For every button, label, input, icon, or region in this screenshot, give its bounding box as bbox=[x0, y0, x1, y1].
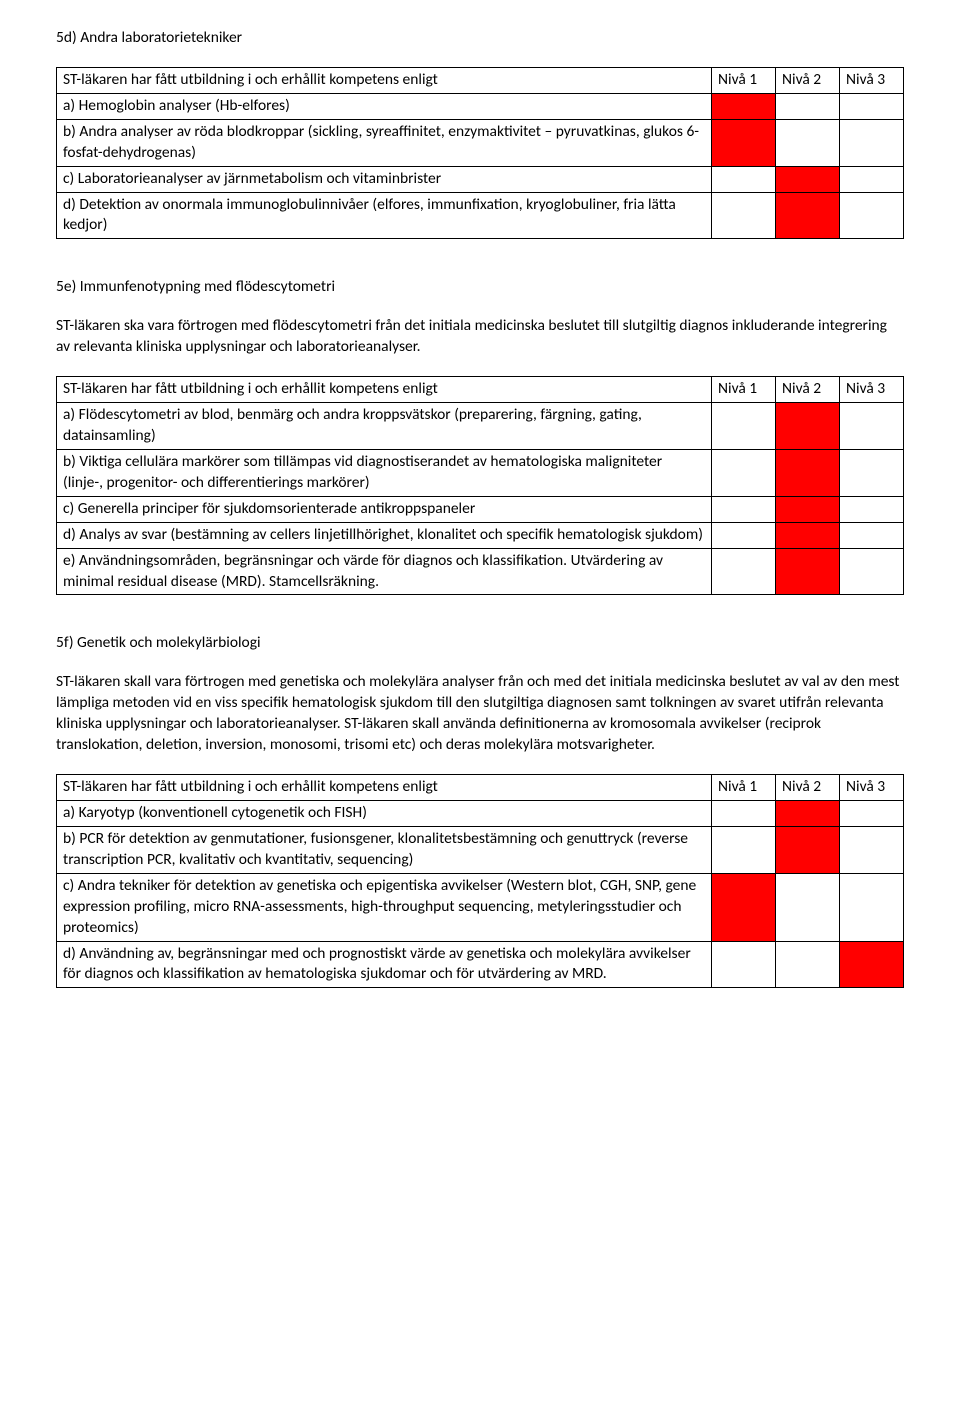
header-level-3: Nivå 3 bbox=[840, 377, 904, 403]
level-cell-1 bbox=[712, 800, 776, 826]
row-text: c) Laboratorieanalyser av järnmetabolism… bbox=[57, 166, 712, 192]
level-cell-3 bbox=[840, 496, 904, 522]
level-cell-2 bbox=[776, 496, 840, 522]
header-level-1: Nivå 1 bbox=[712, 67, 776, 93]
section-5e-title: 5e) Immunfenotypning med flödescytometri bbox=[56, 277, 904, 298]
row-text: a) Karyotyp (konventionell cytogenetik o… bbox=[57, 800, 712, 826]
table-row: c) Andra tekniker för detektion av genet… bbox=[57, 873, 904, 941]
header-label: ST-läkaren har fått utbildning i och erh… bbox=[57, 775, 712, 801]
table-row: c) Generella principer för sjukdomsorien… bbox=[57, 496, 904, 522]
level-cell-1 bbox=[712, 403, 776, 450]
table-header-row: ST-läkaren har fått utbildning i och erh… bbox=[57, 67, 904, 93]
level-cell-3 bbox=[840, 403, 904, 450]
table-row: b) Andra analyser av röda blodkroppar (s… bbox=[57, 119, 904, 166]
header-level-3: Nivå 3 bbox=[840, 775, 904, 801]
row-text: d) Användning av, begränsningar med och … bbox=[57, 941, 712, 988]
row-text: e) Användningsområden, begränsningar och… bbox=[57, 548, 712, 595]
level-cell-2 bbox=[776, 192, 840, 239]
table-row: b) Viktiga cellulära markörer som tilläm… bbox=[57, 449, 904, 496]
level-cell-1 bbox=[712, 941, 776, 988]
section-5d-title: 5d) Andra laboratorietekniker bbox=[56, 28, 904, 49]
level-cell-3 bbox=[840, 119, 904, 166]
level-cell-2 bbox=[776, 522, 840, 548]
table-header-row: ST-läkaren har fått utbildning i och erh… bbox=[57, 775, 904, 801]
table-row: b) PCR för detektion av genmutationer, f… bbox=[57, 826, 904, 873]
level-cell-2 bbox=[776, 166, 840, 192]
row-text: a) Hemoglobin analyser (Hb-elfores) bbox=[57, 93, 712, 119]
table-5d: ST-läkaren har fått utbildning i och erh… bbox=[56, 67, 904, 239]
header-level-1: Nivå 1 bbox=[712, 775, 776, 801]
level-cell-2 bbox=[776, 800, 840, 826]
table-row: d) Detektion av onormala immunoglobulinn… bbox=[57, 192, 904, 239]
page: 5d) Andra laboratorietekniker ST-läkaren… bbox=[0, 0, 960, 1056]
level-cell-3 bbox=[840, 93, 904, 119]
level-cell-1 bbox=[712, 449, 776, 496]
row-text: b) PCR för detektion av genmutationer, f… bbox=[57, 826, 712, 873]
level-cell-2 bbox=[776, 403, 840, 450]
table-5f: ST-läkaren har fått utbildning i och erh… bbox=[56, 774, 904, 988]
row-text: a) Flödescytometri av blod, benmärg och … bbox=[57, 403, 712, 450]
level-cell-2 bbox=[776, 548, 840, 595]
header-label: ST-läkaren har fått utbildning i och erh… bbox=[57, 67, 712, 93]
table-row: d) Användning av, begränsningar med och … bbox=[57, 941, 904, 988]
table-5e: ST-läkaren har fått utbildning i och erh… bbox=[56, 376, 904, 595]
level-cell-2 bbox=[776, 93, 840, 119]
table-row: a) Flödescytometri av blod, benmärg och … bbox=[57, 403, 904, 450]
level-cell-3 bbox=[840, 449, 904, 496]
header-level-2: Nivå 2 bbox=[776, 775, 840, 801]
header-label: ST-läkaren har fått utbildning i och erh… bbox=[57, 377, 712, 403]
header-level-2: Nivå 2 bbox=[776, 67, 840, 93]
header-level-3: Nivå 3 bbox=[840, 67, 904, 93]
level-cell-3 bbox=[840, 522, 904, 548]
level-cell-1 bbox=[712, 496, 776, 522]
level-cell-3 bbox=[840, 166, 904, 192]
table-row: d) Analys av svar (bestämning av cellers… bbox=[57, 522, 904, 548]
table-row: a) Hemoglobin analyser (Hb-elfores) bbox=[57, 93, 904, 119]
level-cell-3 bbox=[840, 826, 904, 873]
section-5f-intro: ST-läkaren skall vara förtrogen med gene… bbox=[56, 672, 904, 756]
row-text: c) Andra tekniker för detektion av genet… bbox=[57, 873, 712, 941]
level-cell-1 bbox=[712, 166, 776, 192]
table-row: e) Användningsområden, begränsningar och… bbox=[57, 548, 904, 595]
table-row: a) Karyotyp (konventionell cytogenetik o… bbox=[57, 800, 904, 826]
header-level-1: Nivå 1 bbox=[712, 377, 776, 403]
level-cell-2 bbox=[776, 941, 840, 988]
row-text: b) Andra analyser av röda blodkroppar (s… bbox=[57, 119, 712, 166]
row-text: d) Detektion av onormala immunoglobulinn… bbox=[57, 192, 712, 239]
level-cell-3 bbox=[840, 192, 904, 239]
level-cell-2 bbox=[776, 119, 840, 166]
level-cell-1 bbox=[712, 522, 776, 548]
level-cell-3 bbox=[840, 800, 904, 826]
row-text: d) Analys av svar (bestämning av cellers… bbox=[57, 522, 712, 548]
level-cell-1 bbox=[712, 873, 776, 941]
row-text: b) Viktiga cellulära markörer som tilläm… bbox=[57, 449, 712, 496]
level-cell-1 bbox=[712, 119, 776, 166]
table-header-row: ST-läkaren har fått utbildning i och erh… bbox=[57, 377, 904, 403]
level-cell-1 bbox=[712, 192, 776, 239]
row-text: c) Generella principer för sjukdomsorien… bbox=[57, 496, 712, 522]
header-level-2: Nivå 2 bbox=[776, 377, 840, 403]
level-cell-2 bbox=[776, 826, 840, 873]
level-cell-1 bbox=[712, 93, 776, 119]
section-5f-title: 5f) Genetik och molekylärbiologi bbox=[56, 633, 904, 654]
level-cell-3 bbox=[840, 941, 904, 988]
level-cell-1 bbox=[712, 548, 776, 595]
level-cell-3 bbox=[840, 548, 904, 595]
level-cell-3 bbox=[840, 873, 904, 941]
section-5e-intro: ST-läkaren ska vara förtrogen med flödes… bbox=[56, 316, 904, 358]
level-cell-2 bbox=[776, 873, 840, 941]
level-cell-2 bbox=[776, 449, 840, 496]
table-row: c) Laboratorieanalyser av järnmetabolism… bbox=[57, 166, 904, 192]
level-cell-1 bbox=[712, 826, 776, 873]
